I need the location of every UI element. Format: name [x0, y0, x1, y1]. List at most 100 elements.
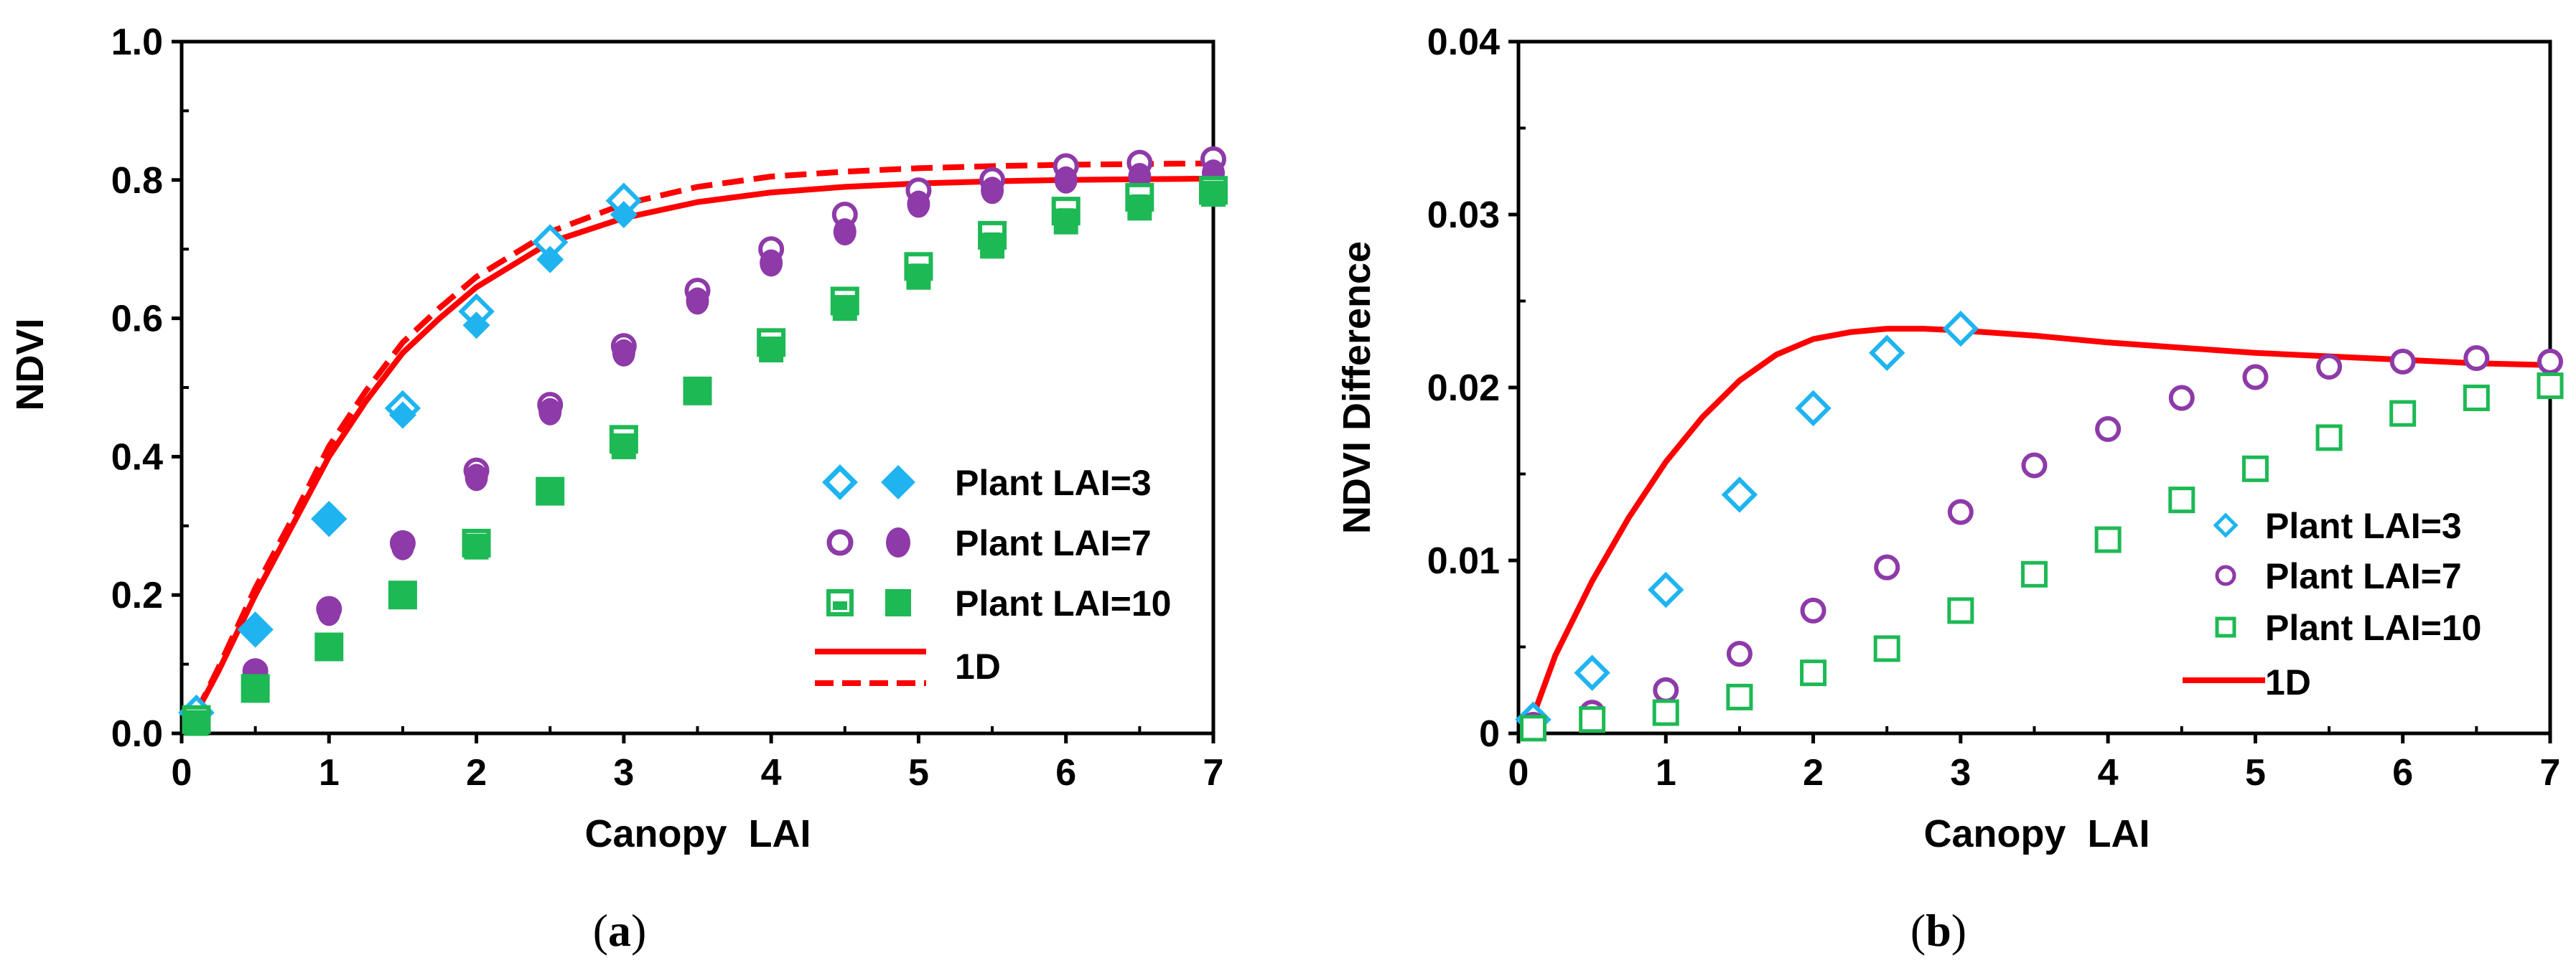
panel-a-xtick-label: 2: [466, 752, 487, 794]
panel-a-xtick-label: 6: [1055, 752, 1076, 794]
panel-a-ytick-label: 0.4: [111, 436, 163, 478]
legend-open-diamond-marker: [2213, 512, 2239, 538]
panel-a-ylabel: NDVI: [9, 318, 52, 410]
panel-b-series-2-point: [1652, 699, 1679, 726]
legend-label-1d: 1D: [955, 647, 1001, 687]
legend-label-1d: 1D: [2265, 662, 2311, 703]
panel-a-series-1-point: [388, 401, 416, 429]
panel-a-ytick-label: 0.2: [111, 575, 163, 616]
panel-b-series-2-point: [2094, 526, 2122, 553]
panel-b-series-0-point: [1721, 476, 1758, 513]
panel-b-series-2-point: [1726, 683, 1753, 710]
panel-b-series-1-point: [2242, 364, 2269, 390]
legend-open-square-marker: [2215, 616, 2236, 638]
panel-b-series-0-point: [1648, 571, 1684, 609]
panel-b: 0 1 2 3 4 5 6 7 0 0.01 0.02 0.03 0.04 NDVI Differenc…: [1335, 22, 2564, 956]
panel-a-series-5-point: [980, 232, 1005, 259]
panel-b-caption-close: ): [1951, 905, 1966, 956]
panel-b-series-2-point: [2537, 372, 2564, 400]
panel-b-series-2-point: [1579, 706, 1606, 733]
panel-b-series-1-point: [1874, 554, 1900, 581]
panel-a-series-5-point: [464, 533, 489, 560]
panel-a-legend: Plant LAI=3 Plant LAI=7 Plant LAI=10 1D: [815, 463, 1172, 687]
panel-b-xtick-label: 6: [2392, 752, 2413, 794]
panel-b-series-1-point: [2316, 354, 2343, 380]
panel-a-series-1-point: [315, 505, 343, 533]
panel-a-legend-item-1d: 1D: [815, 647, 1001, 687]
panel-b-legend-item-lai10: Plant LAI=10: [2215, 608, 2482, 648]
panel-a-caption-letter: a: [608, 905, 631, 956]
panel-a-series-3-point: [317, 598, 341, 626]
panel-b-series-1-point: [2537, 348, 2563, 375]
panel-b-series-2-point: [2021, 560, 2048, 588]
panel-b-xtick-label: 3: [1950, 752, 1971, 794]
panel-b-ytick-label: 0.03: [1427, 194, 1500, 236]
panel-a-series-3-point: [538, 398, 562, 426]
panel-b-ytick-label: 0.02: [1427, 367, 1500, 409]
panel-a-series-3-point: [981, 177, 1004, 205]
panel-b-series-1-point: [2389, 348, 2416, 375]
panel-b-xtick-label: 4: [2098, 752, 2119, 794]
panel-a-series-1-point: [536, 245, 564, 273]
panel-a-series-3-point: [907, 190, 930, 218]
panel-b-series-1-point: [2021, 452, 2048, 479]
panel-a-series-1-point: [462, 311, 490, 339]
panel-b-caption: (b): [1910, 905, 1966, 956]
panel-a-plot-area: 0 1 2 3 4 5 6 7 0.0 0.2 0.4 0.6 0.8 1.0: [111, 22, 1228, 794]
panel-a-series-5-point: [906, 263, 931, 290]
panel-a-xtick-label: 4: [761, 752, 782, 794]
panel-a-caption: (a): [593, 905, 647, 956]
panel-a-series-7-line: [193, 160, 1214, 714]
panel-b-legend-item-1d: 1D: [2183, 662, 2311, 703]
panel-b-caption-letter: b: [1926, 905, 1951, 956]
legend-label-lai7: Plant LAI=7: [955, 523, 1152, 563]
panel-b-series-0-point: [1868, 334, 1905, 372]
panel-a-series-5-point: [317, 634, 342, 660]
panel-b-legend: Plant LAI=3 Plant LAI=7 Plant LAI=10 1D: [2183, 506, 2482, 703]
panel-b-legend-item-lai7: Plant LAI=7: [2215, 556, 2462, 596]
panel-b-series-2-point: [1520, 715, 1547, 742]
panel-a-series-5-point: [538, 478, 563, 504]
panel-a-ytick-label: 1.0: [111, 22, 163, 63]
panel-a-series-3-point: [833, 218, 857, 246]
panel-a-xtick-label: 7: [1203, 752, 1224, 794]
panel-a-series-5-point: [390, 582, 415, 609]
panel-b-xtick-label: 2: [1803, 752, 1824, 794]
panel-a-series-5-point: [1201, 181, 1226, 207]
panel-a-xlabel: Canopy LAI: [584, 812, 811, 855]
panel-a-legend-item-lai7: Plant LAI=7: [826, 523, 1152, 563]
panel-a-series-3-point: [760, 249, 783, 277]
panel-a-ytick-label: 0.6: [111, 299, 163, 340]
panel-a-series-6-line: [193, 175, 1216, 716]
panel-a: 0 1 2 3 4 5 6 7 0.0 0.2 0.4 0.6 0.8 1.0 NDVI Canopy L…: [9, 22, 1228, 956]
panel-a-caption-open: (: [593, 905, 608, 956]
panel-a-ytick-label: 0.0: [111, 713, 163, 755]
panel-b-xtick-label: 5: [2245, 752, 2266, 794]
panel-a-series-3-point: [1054, 166, 1078, 194]
panel-b-series-2-point: [1947, 597, 1974, 624]
panel-b-series-0-point: [1574, 654, 1610, 691]
panel-a-caption-close: ): [631, 905, 646, 956]
legend-filled-square-marker: [885, 589, 911, 616]
legend-open-square-inner-bar: [833, 601, 847, 610]
panel-a-series-1-point: [241, 616, 269, 644]
panel-b-plot-area: 0 1 2 3 4 5 6 7 0 0.01 0.02 0.03 0.04: [1427, 22, 2564, 794]
legend-label-lai3: Plant LAI=3: [955, 463, 1152, 503]
panel-a-series-5-point: [759, 336, 784, 362]
panel-a-series-5-point: [611, 433, 636, 459]
panel-a-series-3-point: [686, 287, 709, 315]
panel-b-series-2-point: [1800, 659, 1827, 687]
panel-b-legend-item-lai3: Plant LAI=3: [2213, 506, 2462, 546]
panel-b-series-2-point: [2315, 424, 2343, 451]
panel-a-xtick-label: 0: [172, 752, 192, 794]
panel-a-legend-item-lai10: Plant LAI=10: [826, 583, 1172, 624]
panel-b-ytick-label: 0.04: [1427, 22, 1500, 63]
panel-a-series-5-point: [832, 295, 857, 321]
legend-filled-circle-marker: [886, 527, 910, 558]
panel-a-series-5-point: [243, 677, 268, 703]
legend-open-diamond-marker: [822, 464, 858, 500]
panel-b-ylabel: NDVI Difference: [1335, 241, 1378, 534]
panel-a-xtick-label: 1: [319, 752, 340, 794]
panel-a-series-3-point: [391, 532, 414, 560]
